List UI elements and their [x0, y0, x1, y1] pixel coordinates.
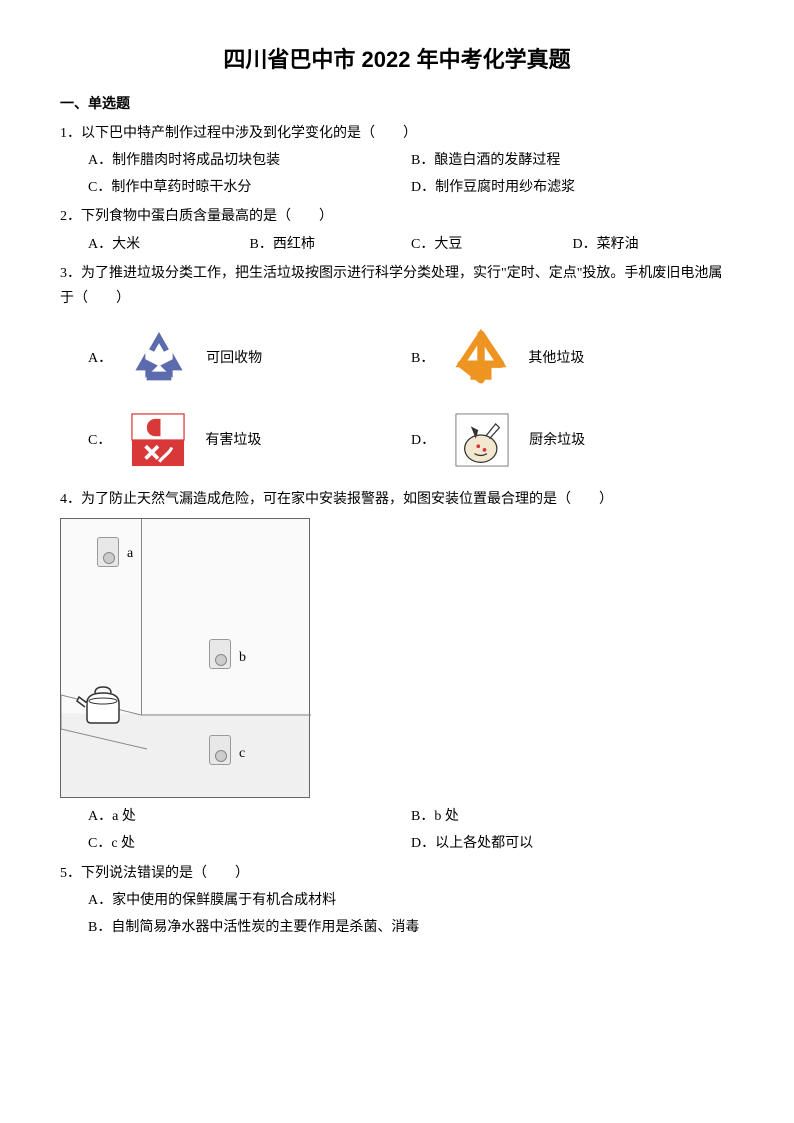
- question-2: 2．下列食物中蛋白质含量最高的是（ ） A．大米 B．西红柿 C．大豆 D．菜籽…: [60, 204, 734, 256]
- sensor-c-icon: [209, 735, 231, 765]
- section-header: 一、单选题: [60, 92, 734, 117]
- question-3: 3．为了推进垃圾分类工作，把生活垃圾按图示进行科学分类处理，实行"定时、定点"投…: [60, 261, 734, 475]
- q3-d-prefix: D．: [411, 428, 435, 453]
- q3-a-label: 可回收物: [206, 346, 262, 371]
- q4-option-c: C．c 处: [88, 831, 411, 856]
- sensor-b-icon: [209, 639, 231, 669]
- page-title: 四川省巴中市 2022 年中考化学真题: [60, 40, 734, 80]
- recycle-icon: [124, 323, 194, 393]
- q4-diagram: a b c: [60, 518, 310, 798]
- q5-text: 5．下列说法错误的是（ ）: [60, 861, 734, 886]
- q3-text: 3．为了推进垃圾分类工作，把生活垃圾按图示进行科学分类处理，实行"定时、定点"投…: [60, 261, 734, 311]
- q3-option-b: B． 其他垃圾: [411, 323, 734, 393]
- q3-c-prefix: C．: [88, 428, 111, 453]
- kettle-icon: [75, 683, 131, 727]
- q4-option-d: D．以上各处都可以: [411, 831, 734, 856]
- q1-option-d: D．制作豆腐时用纱布滤浆: [411, 175, 734, 200]
- q2-option-d: D．菜籽油: [573, 232, 735, 257]
- q2-option-a: A．大米: [88, 232, 250, 257]
- q5-option-a: A．家中使用的保鲜膜属于有机合成材料: [88, 888, 336, 913]
- q4-text: 4．为了防止天然气漏造成危险，可在家中安装报警器，如图安装位置最合理的是（ ）: [60, 487, 734, 512]
- q4-option-a: A．a 处: [88, 804, 411, 829]
- q2-option-b: B．西红柿: [250, 232, 412, 257]
- q1-option-a: A．制作腊肉时将成品切块包装: [88, 148, 411, 173]
- other-trash-icon: [446, 323, 516, 393]
- label-a: a: [127, 541, 133, 566]
- sensor-a-icon: [97, 537, 119, 567]
- harmful-trash-icon: [123, 405, 193, 475]
- question-5: 5．下列说法错误的是（ ） A．家中使用的保鲜膜属于有机合成材料 B．自制简易净…: [60, 861, 734, 941]
- q3-option-a: A． 可回收物: [88, 323, 411, 393]
- q3-option-d: D． 厨余垃圾: [411, 405, 734, 475]
- food-trash-icon: [447, 405, 517, 475]
- q4-option-b: B．b 处: [411, 804, 734, 829]
- q1-option-c: C．制作中草药时晾干水分: [88, 175, 411, 200]
- question-1: 1．以下巴中特产制作过程中涉及到化学变化的是（ ） A．制作腊肉时将成品切块包装…: [60, 121, 734, 201]
- q3-a-prefix: A．: [88, 346, 112, 371]
- q1-option-b: B．酿造白酒的发酵过程: [411, 148, 734, 173]
- q3-option-c: C． 有害垃圾: [88, 405, 411, 475]
- q2-text: 2．下列食物中蛋白质含量最高的是（ ）: [60, 204, 734, 229]
- q1-text: 1．以下巴中特产制作过程中涉及到化学变化的是（ ）: [60, 121, 734, 146]
- q3-b-label: 其他垃圾: [528, 346, 584, 371]
- q3-b-prefix: B．: [411, 346, 434, 371]
- q3-c-label: 有害垃圾: [205, 428, 261, 453]
- q3-d-label: 厨余垃圾: [529, 428, 585, 453]
- q2-option-c: C．大豆: [411, 232, 573, 257]
- question-4: 4．为了防止天然气漏造成危险，可在家中安装报警器，如图安装位置最合理的是（ ） …: [60, 487, 734, 857]
- label-c: c: [239, 741, 245, 766]
- label-b: b: [239, 645, 246, 670]
- q5-option-b: B．自制简易净水器中活性炭的主要作用是杀菌、消毒: [88, 915, 419, 940]
